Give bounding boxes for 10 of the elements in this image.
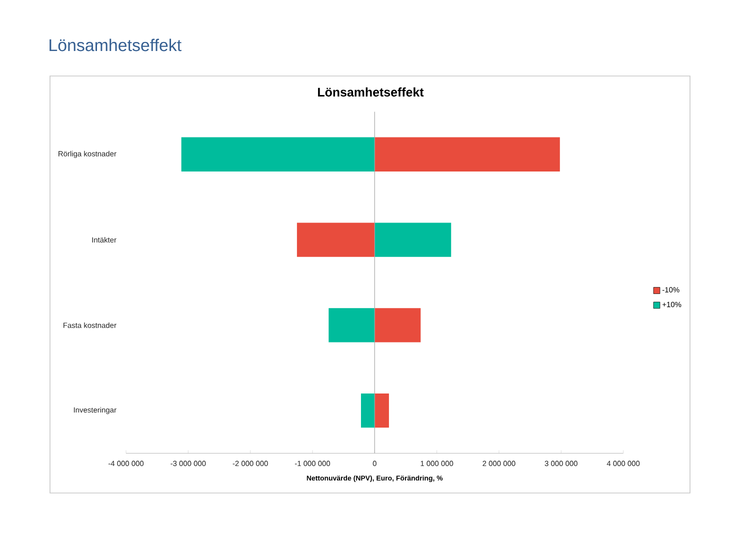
bar — [360, 394, 375, 428]
bar — [374, 137, 560, 172]
bar — [296, 222, 375, 257]
bar — [374, 394, 389, 428]
chart-title: Lönsamhetseffekt — [318, 87, 424, 97]
text: Lönsamhetseffekt — [50, 38, 182, 52]
bar — [181, 137, 375, 172]
bar — [328, 308, 375, 342]
bar — [374, 222, 452, 257]
bar — [374, 308, 421, 342]
